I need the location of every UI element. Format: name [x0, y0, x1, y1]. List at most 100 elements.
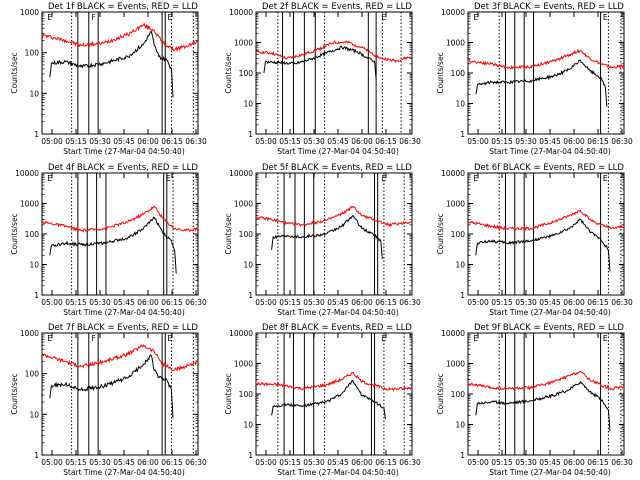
y-tick-label: 10000 [229, 329, 253, 338]
x-tick-label: 05:00 [467, 458, 489, 467]
flag-label: E [603, 13, 608, 22]
flag-label: E [382, 13, 387, 22]
y-tick-label: 1 [248, 451, 253, 460]
x-tick-label: 05:15 [491, 458, 513, 467]
panel-det-6: Det 6f BLACK = Events, RED = LLD 1 10 100 10… [436, 163, 633, 317]
y-axis-label: Counts/sec [10, 213, 19, 254]
flag-label: F [91, 13, 95, 22]
x-tick-label: 05:15 [65, 298, 87, 307]
y-tick-label: 10000 [229, 8, 253, 17]
x-tick-label: 05:45 [539, 137, 561, 146]
y-tick-label: 100 [25, 49, 40, 58]
panel-title: Det 4f BLACK = Events, RED = LLD [48, 163, 198, 173]
x-tick-label: 06:00 [137, 137, 159, 146]
panel-det-2: Det 2f BLACK = Events, RED = LLD 1 10 100 10… [224, 2, 421, 156]
x-tick-label: 05:00 [255, 137, 277, 146]
flag-label: F [91, 334, 95, 343]
y-axis-label: Counts/sec [10, 52, 19, 93]
x-tick-label: 06:30 [611, 458, 633, 467]
series-lld-line [467, 48, 625, 70]
x-tick-label: 05:30 [303, 458, 325, 467]
flag-label: E [47, 13, 52, 22]
x-axis-label: Start Time (27-Mar-04 04:50:40) [277, 147, 399, 156]
y-axis-label: Counts/sec [224, 52, 233, 93]
series-lld-line [41, 344, 199, 372]
y-axis-label: Counts/sec [10, 373, 19, 414]
y-tick-label: 1 [460, 451, 465, 460]
y-tick-label: 1000 [20, 329, 39, 338]
x-tick-label: 06:00 [137, 298, 159, 307]
x-tick-label: 05:45 [327, 458, 349, 467]
x-tick-label: 05:30 [89, 298, 111, 307]
flag-label: E [166, 174, 171, 183]
y-tick-label: 1 [248, 130, 253, 139]
series-lld-line [467, 209, 625, 232]
y-axis-label: Counts/sec [224, 373, 233, 414]
series-events-line [475, 218, 611, 272]
x-tick-label: 06:15 [161, 298, 183, 307]
y-tick-label: 10 [455, 261, 465, 270]
y-tick-label: 10 [455, 100, 465, 109]
y-tick-label: 10 [243, 421, 253, 430]
x-axis-label: Start Time (27-Mar-04 04:50:40) [489, 468, 611, 477]
series-events-line [263, 45, 377, 80]
x-tick-label: 06:00 [351, 298, 373, 307]
series-lld-line [467, 370, 624, 391]
panel-title: Det 2f BLACK = Events, RED = LLD [262, 2, 412, 12]
y-tick-label: 10 [243, 261, 253, 270]
x-tick-label: 05:30 [515, 137, 537, 146]
y-axis-label: Counts/sec [224, 213, 233, 254]
x-tick-label: 05:15 [279, 458, 301, 467]
series-events-line [49, 216, 177, 274]
series-events-line [475, 380, 611, 432]
x-tick-label: 05:15 [491, 298, 513, 307]
y-tick-label: 1 [248, 291, 253, 300]
series-events-line [271, 214, 383, 260]
y-tick-label: 1 [34, 130, 39, 139]
x-tick-label: 06:15 [161, 137, 183, 146]
x-tick-label: 05:45 [113, 458, 135, 467]
flag-label: E [603, 174, 608, 183]
x-tick-label: 06:00 [351, 137, 373, 146]
y-tick-label: 10000 [441, 169, 465, 178]
x-axis-label: Start Time (27-Mar-04 04:50:40) [489, 308, 611, 317]
y-axis-label: Counts/sec [436, 52, 445, 93]
y-tick-label: 1000 [20, 8, 39, 17]
x-axis-label: Start Time (27-Mar-04 04:50:40) [63, 308, 185, 317]
y-tick-label: 10 [29, 89, 39, 98]
x-tick-label: 05:30 [89, 137, 111, 146]
flag-label: E [473, 174, 478, 183]
flag-label: E [473, 13, 478, 22]
plot-frame [255, 11, 413, 135]
series-lld-line [41, 22, 199, 53]
flag-label: E [168, 334, 173, 343]
x-tick-label: 06:30 [399, 298, 421, 307]
x-tick-label: 05:00 [41, 137, 63, 146]
y-tick-label: 10000 [15, 169, 39, 178]
series-lld-line [256, 205, 413, 228]
x-tick-label: 05:00 [255, 298, 277, 307]
x-tick-label: 05:30 [303, 298, 325, 307]
plot-frame [255, 172, 413, 296]
x-tick-label: 05:30 [515, 298, 537, 307]
flag-label: E [603, 334, 608, 343]
flag-label: E [47, 334, 52, 343]
x-tick-label: 06:00 [563, 458, 585, 467]
y-tick-label: 1000 [234, 39, 253, 48]
y-tick-label: 1000 [234, 200, 253, 209]
panel-det-3: Det 3f BLACK = Events, RED = LLD 1 10 100 10… [436, 2, 633, 156]
y-tick-label: 1000 [446, 360, 465, 369]
x-tick-label: 06:15 [375, 458, 397, 467]
y-tick-label: 100 [25, 370, 40, 379]
panel-det-8: Det 8f BLACK = Events, RED = LLD 1 10 100 10… [224, 323, 421, 477]
y-tick-label: 100 [451, 390, 466, 399]
y-tick-label: 100 [451, 69, 466, 78]
x-tick-label: 05:15 [65, 137, 87, 146]
x-tick-label: 05:45 [113, 298, 135, 307]
x-tick-label: 06:30 [185, 458, 207, 467]
panel-det-5: Det 5f BLACK = Events, RED = LLD 1 10 100 10… [224, 163, 421, 317]
flag-label: E [473, 334, 478, 343]
plot-frame [255, 332, 413, 456]
panel-title: Det 3f BLACK = Events, RED = LLD [474, 2, 624, 12]
